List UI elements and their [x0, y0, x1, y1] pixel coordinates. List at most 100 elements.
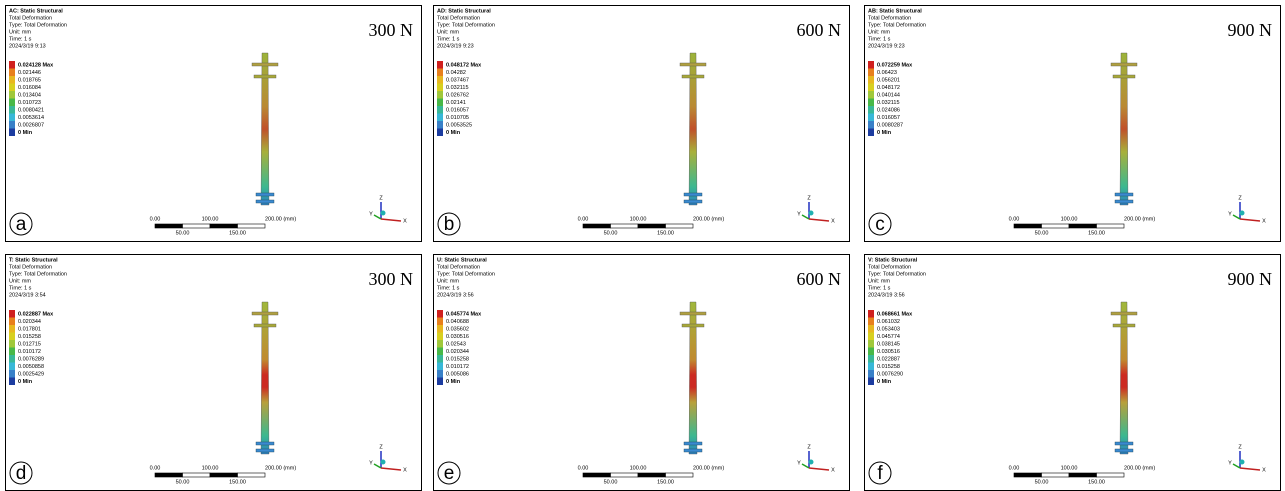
scale-label: 100.00 [630, 216, 647, 222]
header-line: Total Deformation [9, 15, 52, 21]
legend-swatch [437, 363, 443, 371]
legend-swatch [9, 378, 15, 386]
panel-border [865, 255, 1281, 491]
header-line: Time: 1 s [9, 285, 32, 291]
base-plate [1115, 442, 1133, 445]
legend-swatch [9, 84, 15, 92]
header-line: Unit: mm [9, 29, 31, 35]
legend-swatch [868, 325, 874, 333]
crossarm [682, 75, 704, 78]
crossarm [682, 324, 704, 327]
header-line: Type: Total Deformation [868, 271, 926, 277]
legend-swatch [868, 318, 874, 326]
legend-swatch [9, 355, 15, 363]
axis-label: Y [369, 211, 373, 217]
axis-label: X [1262, 467, 1266, 473]
legend-swatch [868, 106, 874, 114]
load-label: 600 N [797, 269, 842, 289]
legend-swatch [437, 76, 443, 84]
legend-label: 0.012715 [18, 341, 41, 347]
legend-label: 0.022887 Max [18, 311, 54, 317]
header-line: Unit: mm [437, 29, 459, 35]
legend-label: 0.0053525 [446, 122, 472, 128]
scale-label: 0.00 [578, 216, 589, 222]
scale-segment [666, 473, 694, 477]
legend-swatch [9, 91, 15, 99]
legend-label: 0 Min [446, 130, 461, 136]
panel-border [6, 255, 422, 491]
header-line: AB: Static Structural [868, 8, 922, 14]
scale-label: 0.00 [1009, 465, 1020, 471]
header-line: Time: 1 s [437, 285, 460, 291]
legend-swatch [868, 114, 874, 122]
legend-swatch [437, 114, 443, 122]
legend-swatch [9, 318, 15, 326]
legend-label: 0.040688 [446, 319, 469, 325]
scale-segment [583, 473, 611, 477]
scale-segment [183, 473, 211, 477]
legend-swatch [9, 348, 15, 356]
scale-label: 0.00 [578, 465, 589, 471]
legend-swatch [9, 99, 15, 107]
scale-segment [611, 473, 639, 477]
legend-label: 0.020344 [446, 349, 469, 355]
legend-swatch [437, 99, 443, 107]
legend-label: 0.0080287 [877, 122, 903, 128]
header-line: Total Deformation [9, 264, 52, 270]
panel: AB: Static StructuralTotal DeformationTy… [865, 6, 1281, 242]
axis-label: Y [797, 211, 801, 217]
scale-segment [666, 224, 694, 228]
scale-label: 0.00 [1009, 216, 1020, 222]
legend-swatch [437, 310, 443, 318]
crossarm [252, 63, 278, 66]
legend-swatch [437, 340, 443, 348]
base-plate [256, 442, 274, 445]
load-label: 300 N [369, 20, 414, 40]
legend-swatch [437, 378, 443, 386]
legend-swatch [868, 348, 874, 356]
legend-label: 0.022887 [877, 356, 900, 362]
legend-label: 0.032115 [877, 100, 900, 106]
header-line: AC: Static Structural [9, 8, 63, 14]
header-line: Type: Total Deformation [868, 22, 926, 28]
legend-swatch [9, 69, 15, 77]
legend-label: 0.015258 [18, 334, 41, 340]
legend-swatch [437, 84, 443, 92]
scale-segment [1014, 224, 1042, 228]
load-label: 900 N [1228, 269, 1273, 289]
header-line: Type: Total Deformation [9, 271, 67, 277]
legend-label: 0.045774 Max [446, 311, 482, 317]
scale-segment [210, 224, 238, 228]
figure: AC: Static StructuralTotal DeformationTy… [0, 0, 1285, 491]
legend-label: 0.030516 [877, 349, 900, 355]
header-line: AD: Static Structural [437, 8, 491, 14]
legend-swatch [437, 121, 443, 129]
legend-label: 0.020344 [18, 319, 41, 325]
header-line: 2024/3/19 3:56 [437, 292, 474, 298]
scale-label: 100.00 [202, 216, 219, 222]
legend-swatch [868, 61, 874, 69]
header-line: Type: Total Deformation [437, 271, 495, 277]
axis-label: Y [369, 460, 373, 466]
header-line: Unit: mm [437, 278, 459, 284]
legend-label: 0.015258 [446, 356, 469, 362]
legend-label: 0.018765 [18, 77, 41, 83]
legend-label: 0.0053614 [18, 115, 44, 121]
legend-swatch [868, 363, 874, 371]
panel-border [6, 6, 422, 242]
scale-label: 50.00 [176, 479, 190, 485]
base-plate [1115, 200, 1133, 203]
legend-label: 0.010723 [18, 100, 41, 106]
legend-swatch [9, 325, 15, 333]
legend-label: 0 Min [18, 130, 33, 136]
legend-label: 0.038145 [877, 341, 900, 347]
scale-label: 200.00 (mm) [265, 465, 296, 471]
scale-segment [1097, 224, 1125, 228]
legend-label: 0.0076289 [18, 356, 44, 362]
header-line: U: Static Structural [437, 257, 487, 263]
load-label: 900 N [1228, 20, 1273, 40]
legend-swatch [868, 340, 874, 348]
scale-segment [583, 224, 611, 228]
